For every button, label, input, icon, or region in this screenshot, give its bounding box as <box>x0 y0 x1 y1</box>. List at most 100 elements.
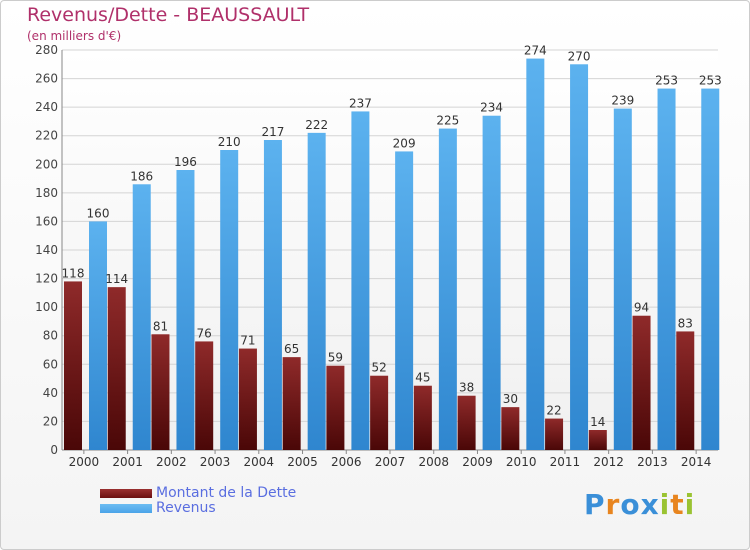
bar-revenus-2005 <box>307 132 326 450</box>
x-tick-label-2001: 2001 <box>112 455 143 469</box>
data-label-revenus-2005: 222 <box>305 118 328 132</box>
bar-revenus-2010 <box>526 58 545 450</box>
x-tick-label-2005: 2005 <box>287 455 318 469</box>
data-label-dette-2000: 118 <box>62 266 85 280</box>
legend-label-dette: Montant de la Dette <box>156 485 297 501</box>
data-label-revenus-2008: 225 <box>436 114 459 128</box>
data-label-revenus-2002: 196 <box>174 155 197 169</box>
data-label-dette-2007: 52 <box>371 361 386 375</box>
y-tick-label-220: 220 <box>35 129 58 143</box>
x-tick-label-2014: 2014 <box>681 455 712 469</box>
data-label-dette-2001: 114 <box>105 272 128 286</box>
y-tick-label-140: 140 <box>35 243 58 257</box>
data-label-revenus-2010: 274 <box>524 44 547 58</box>
y-tick-label-280: 280 <box>35 43 58 57</box>
logo-letter: i <box>684 488 696 521</box>
bar-dette-2008 <box>413 385 432 450</box>
logo-letter: i <box>659 488 671 521</box>
data-label-revenus-2006: 237 <box>349 96 372 110</box>
bar-dette-2007 <box>370 375 389 450</box>
x-tick-label-2007: 2007 <box>375 455 406 469</box>
bar-revenus-2014 <box>701 88 720 451</box>
y-tick-label-180: 180 <box>35 186 58 200</box>
data-label-dette-2005: 65 <box>284 342 299 356</box>
bar-dette-2001 <box>107 287 126 450</box>
y-tick-label-120: 120 <box>35 272 58 286</box>
x-tick-label-2000: 2000 <box>69 455 100 469</box>
chart-title: Revenus/Dette - BEAUSSAULT <box>27 4 310 26</box>
proxiti-logo: Proxiti <box>584 488 695 521</box>
bar-dette-2002 <box>151 334 170 450</box>
bar-revenus-2008 <box>438 128 457 451</box>
data-label-dette-2004: 71 <box>240 334 255 348</box>
chart-subtitle: (en milliers d'€) <box>27 29 122 43</box>
bar-dette-2011 <box>545 418 564 450</box>
legend-swatch-revenus <box>100 504 152 513</box>
bar-dette-2012 <box>588 430 607 450</box>
data-label-dette-2008: 45 <box>415 371 430 385</box>
data-label-revenus-2001: 186 <box>130 169 153 183</box>
bar-dette-2014 <box>676 331 695 450</box>
x-tick-label-2012: 2012 <box>593 455 624 469</box>
bar-revenus-2013 <box>657 88 676 451</box>
data-label-dette-2013: 94 <box>634 301 649 315</box>
logo-letter: o <box>620 488 641 521</box>
bar-dette-2006 <box>326 365 345 450</box>
bar-dette-2013 <box>632 315 651 450</box>
logo-letter: t <box>670 488 685 521</box>
data-label-revenus-2003: 210 <box>218 135 241 149</box>
data-label-dette-2014: 83 <box>678 316 693 330</box>
bar-dette-2003 <box>195 341 214 450</box>
x-tick-label-2003: 2003 <box>200 455 231 469</box>
data-label-revenus-2011: 270 <box>568 49 591 63</box>
x-tick-label-2010: 2010 <box>506 455 537 469</box>
bar-dette-2004 <box>238 348 257 450</box>
legend-swatch-dette <box>100 489 152 498</box>
y-tick-label-0: 0 <box>50 443 58 457</box>
bar-revenus-2002 <box>176 170 195 450</box>
bar-dette-2009 <box>457 395 476 450</box>
data-label-dette-2011: 22 <box>546 404 561 418</box>
logo-letter: r <box>605 488 621 521</box>
x-tick-label-2006: 2006 <box>331 455 362 469</box>
y-tick-label-200: 200 <box>35 157 58 171</box>
data-label-revenus-2009: 234 <box>480 101 503 115</box>
y-tick-label-240: 240 <box>35 100 58 114</box>
data-label-dette-2006: 59 <box>328 351 343 365</box>
logo-letter: P <box>584 488 606 521</box>
data-label-dette-2010: 30 <box>503 392 518 406</box>
bar-dette-2000 <box>64 281 82 450</box>
x-tick-label-2004: 2004 <box>244 455 275 469</box>
data-label-dette-2009: 38 <box>459 381 474 395</box>
data-label-revenus-2007: 209 <box>393 136 416 150</box>
x-tick-label-2008: 2008 <box>418 455 449 469</box>
bar-revenus-2004 <box>263 140 282 450</box>
bar-dette-2010 <box>501 407 520 450</box>
legend-label-revenus: Revenus <box>156 500 216 516</box>
bar-revenus-2012 <box>613 108 632 451</box>
y-tick-label-60: 60 <box>43 357 58 371</box>
y-tick-label-100: 100 <box>35 300 58 314</box>
bar-revenus-2007 <box>395 151 414 450</box>
bar-revenus-2006 <box>351 111 370 450</box>
data-label-dette-2012: 14 <box>590 415 605 429</box>
x-tick-label-2002: 2002 <box>156 455 187 469</box>
data-label-revenus-2004: 217 <box>261 125 284 139</box>
bar-dette-2005 <box>282 357 301 450</box>
data-label-revenus-2012: 239 <box>611 94 634 108</box>
bar-revenus-2003 <box>220 150 239 450</box>
data-label-revenus-2000: 160 <box>87 206 110 220</box>
y-tick-label-20: 20 <box>43 414 58 428</box>
data-label-dette-2003: 76 <box>197 326 212 340</box>
data-label-dette-2002: 81 <box>153 319 168 333</box>
y-tick-label-40: 40 <box>43 386 58 400</box>
y-tick-label-80: 80 <box>43 329 58 343</box>
bar-revenus-2001 <box>132 184 151 451</box>
data-label-revenus-2013: 253 <box>655 74 678 88</box>
bar-revenus-2000 <box>89 221 107 450</box>
y-tick-label-160: 160 <box>35 214 58 228</box>
x-tick-label-2011: 2011 <box>550 455 581 469</box>
data-label-revenus-2014: 253 <box>699 74 722 88</box>
bar-revenus-2009 <box>482 115 501 450</box>
